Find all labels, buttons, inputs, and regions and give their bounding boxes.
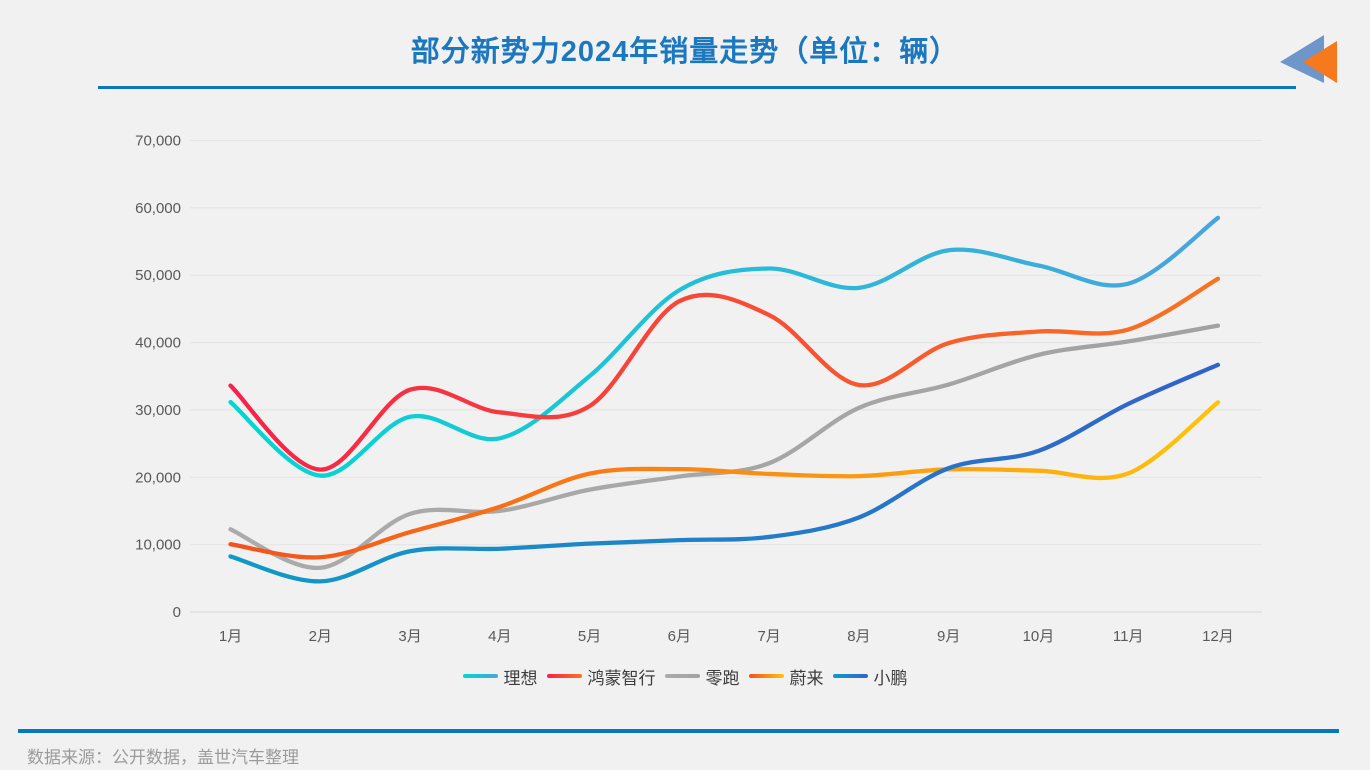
series-line-1 [228,276,1221,472]
series-lines [228,215,1221,584]
legend-item: 蔚来 [748,664,824,689]
legend-item: 小鹏 [832,664,908,689]
y-axis-tick-label: 40,000 [135,335,181,352]
y-axis-tick-label: 50,000 [135,267,181,284]
x-axis-tick-label: 11月 [1113,628,1144,645]
title-underline [98,86,1296,89]
y-axis-labels: 0 10,000 20,000 30,000 40,000 50,000 60,000 70,… [135,133,181,622]
series-line-2 [228,323,1221,570]
x-axis-tick-label: 1月 [219,628,242,645]
x-axis-tick-label: 12月 [1202,628,1234,645]
legend-label: 蔚来 [789,668,824,688]
y-axis-tick-label: 60,000 [135,200,181,217]
legend-line-swatch-icon [546,674,582,678]
legend-item: 理想 [462,664,538,689]
x-axis-tick-label: 5月 [578,628,601,645]
gasgoo-logo-icon [1280,35,1337,83]
legend-label: 理想 [503,668,538,688]
x-axis-tick-label: 4月 [488,628,511,645]
legend-line-swatch-icon [832,674,868,678]
logo-blue-triangle-icon [1280,35,1324,83]
x-axis-tick-label: 2月 [309,628,332,645]
legend-line-swatch-icon [664,674,700,678]
legend-line-swatch-icon [462,674,498,678]
x-axis-tick-label: 9月 [937,628,960,645]
legend-label: 零跑 [705,668,740,688]
legend-label: 鸿蒙智行 [587,668,656,688]
legend-line-swatch-icon [748,674,784,678]
x-axis-labels: 1月 2月 3月 4月 5月 6月 7月 8月 9月 10月 11月 12月 [219,628,1234,645]
y-axis-tick-label: 30,000 [135,402,181,419]
footer-divider [18,729,1339,733]
y-axis-tick-label: 20,000 [135,469,181,486]
legend-item: 鸿蒙智行 [546,664,656,689]
series-line-3 [228,400,1221,560]
x-axis-tick-label: 8月 [847,628,870,645]
legend-item: 零跑 [664,664,740,689]
y-axis-tick-label: 70,000 [135,133,181,150]
x-axis-tick-label: 7月 [757,628,780,645]
series-line-4 [228,362,1221,584]
legend-label: 小鹏 [873,668,908,688]
series-line-0 [228,215,1221,478]
x-axis-tick-label: 10月 [1023,628,1055,645]
logo-orange-triangle-icon [1303,41,1337,83]
x-axis-tick-label: 6月 [668,628,691,645]
y-axis-tick-label: 10,000 [135,537,181,554]
x-axis-tick-label: 3月 [398,628,421,645]
data-source-note: 数据来源：公开数据，盖世汽车整理 [27,748,299,767]
chart-legend: 理想 鸿蒙智行 零跑 蔚来 小鹏 [0,663,1370,689]
page-title: 部分新势力2024年销量走势（单位：辆） [410,36,960,68]
gridlines [190,140,1262,613]
y-axis-tick-label: 0 [173,604,181,621]
